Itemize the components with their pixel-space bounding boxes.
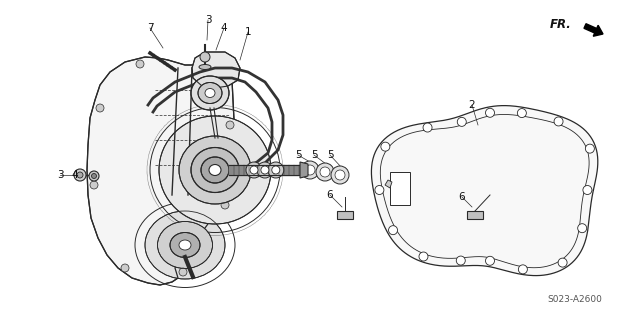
Circle shape: [388, 226, 397, 235]
Circle shape: [558, 258, 567, 267]
Text: 5: 5: [326, 150, 333, 160]
Circle shape: [301, 161, 319, 179]
Circle shape: [96, 104, 104, 112]
Circle shape: [578, 224, 587, 233]
Polygon shape: [385, 180, 392, 188]
Text: 5: 5: [310, 150, 317, 160]
Text: 5: 5: [294, 150, 301, 160]
Circle shape: [517, 108, 526, 118]
Circle shape: [423, 123, 432, 132]
Text: 3: 3: [205, 15, 211, 25]
Text: 4: 4: [72, 170, 78, 180]
Circle shape: [200, 52, 210, 62]
Circle shape: [272, 166, 280, 174]
Circle shape: [554, 117, 563, 126]
Circle shape: [583, 186, 592, 195]
Circle shape: [121, 264, 129, 272]
Ellipse shape: [199, 64, 211, 70]
Text: 7: 7: [147, 23, 154, 33]
Polygon shape: [371, 106, 598, 276]
Polygon shape: [192, 52, 240, 88]
Circle shape: [486, 256, 495, 265]
Text: 3: 3: [57, 170, 63, 180]
Ellipse shape: [198, 83, 222, 103]
Circle shape: [419, 252, 428, 261]
Circle shape: [92, 174, 97, 179]
Circle shape: [486, 108, 495, 117]
Text: 2: 2: [468, 100, 476, 110]
Circle shape: [136, 60, 144, 68]
Circle shape: [74, 169, 86, 181]
Circle shape: [196, 66, 204, 74]
Text: 1: 1: [244, 27, 252, 37]
Ellipse shape: [170, 233, 200, 257]
Circle shape: [316, 163, 334, 181]
Circle shape: [221, 201, 229, 209]
Circle shape: [305, 165, 315, 175]
Circle shape: [257, 162, 273, 178]
Circle shape: [586, 144, 595, 153]
Ellipse shape: [201, 157, 229, 183]
Ellipse shape: [209, 165, 221, 175]
Text: 6: 6: [326, 190, 333, 200]
Ellipse shape: [159, 116, 271, 224]
Circle shape: [456, 256, 465, 265]
Text: 6: 6: [459, 192, 465, 202]
Ellipse shape: [205, 88, 215, 98]
Ellipse shape: [191, 76, 229, 110]
Polygon shape: [300, 162, 308, 178]
Circle shape: [331, 166, 349, 184]
Circle shape: [261, 166, 269, 174]
Text: 4: 4: [221, 23, 227, 33]
Circle shape: [268, 162, 284, 178]
Circle shape: [335, 170, 345, 180]
Ellipse shape: [157, 221, 212, 269]
Polygon shape: [467, 211, 483, 219]
Text: FR.: FR.: [550, 18, 572, 31]
Ellipse shape: [191, 147, 239, 192]
Polygon shape: [390, 172, 410, 205]
Circle shape: [250, 166, 258, 174]
Circle shape: [320, 167, 330, 177]
Circle shape: [518, 265, 527, 274]
Text: S023-A2600: S023-A2600: [548, 295, 602, 305]
Circle shape: [90, 181, 98, 189]
Circle shape: [77, 172, 83, 178]
Circle shape: [246, 162, 262, 178]
Circle shape: [457, 117, 467, 126]
Ellipse shape: [145, 211, 225, 279]
Circle shape: [381, 142, 390, 151]
Ellipse shape: [179, 136, 251, 204]
Polygon shape: [337, 211, 353, 219]
Circle shape: [89, 171, 99, 181]
Circle shape: [375, 186, 384, 195]
Polygon shape: [87, 57, 235, 285]
Circle shape: [179, 268, 187, 276]
FancyArrow shape: [584, 24, 603, 36]
Ellipse shape: [179, 240, 191, 250]
Circle shape: [226, 121, 234, 129]
